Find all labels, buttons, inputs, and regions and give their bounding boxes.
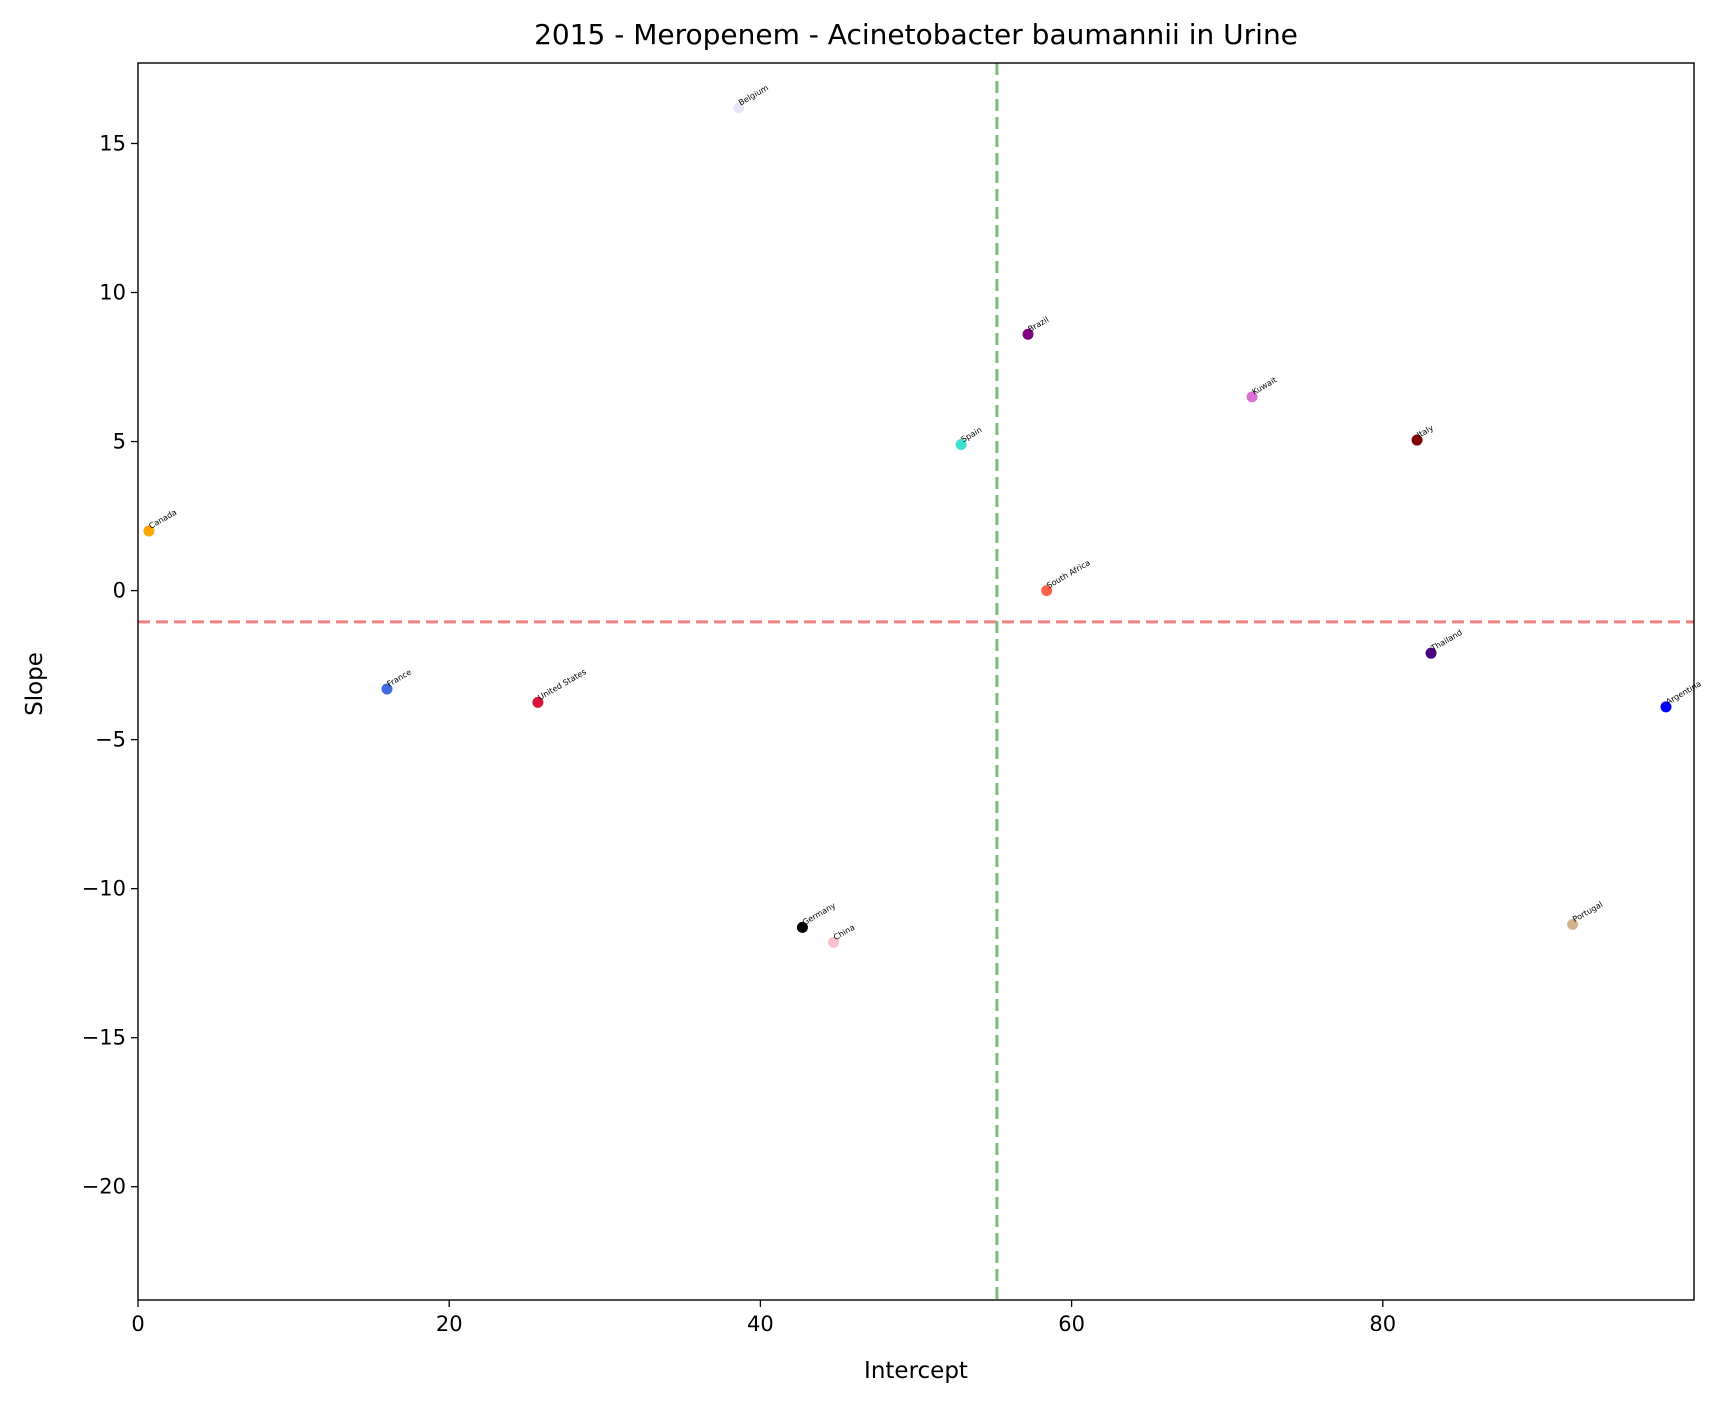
data-point — [1567, 918, 1579, 930]
y-tick-label: −20 — [82, 1175, 126, 1199]
y-tick-label: 10 — [99, 281, 126, 305]
y-tick-label: −10 — [82, 877, 126, 901]
data-point — [828, 936, 840, 948]
data-point — [1041, 585, 1053, 597]
data-point — [733, 102, 745, 114]
y-tick-label: 5 — [113, 430, 126, 454]
chart-title: 2015 - Meropenem - Acinetobacter baumann… — [534, 18, 1298, 51]
data-point — [1660, 701, 1672, 713]
x-axis-ticks: 0 20 40 60 80 — [131, 1300, 1396, 1336]
data-point — [796, 921, 808, 933]
y-tick-label: −15 — [82, 1026, 126, 1050]
x-tick-label: 60 — [1058, 1312, 1085, 1336]
reference-lines — [138, 63, 1694, 1300]
data-point — [1425, 647, 1437, 659]
y-tick-label: −5 — [95, 728, 126, 752]
x-tick-label: 40 — [747, 1312, 774, 1336]
y-tick-label: 15 — [99, 131, 126, 155]
data-point — [143, 525, 155, 537]
data-points — [143, 102, 1672, 948]
x-axis-label: Intercept — [864, 1358, 968, 1384]
data-point — [381, 683, 393, 695]
data-point — [1411, 434, 1423, 446]
data-point — [532, 696, 544, 708]
y-tick-label: 0 — [113, 579, 126, 603]
y-axis-ticks: 15 10 5 0 −5 −10 −15 −20 — [82, 131, 138, 1199]
x-tick-label: 0 — [131, 1312, 144, 1336]
plot-frame — [137, 62, 1695, 1301]
data-point — [1246, 391, 1258, 403]
x-tick-label: 20 — [436, 1312, 463, 1336]
data-point — [1022, 328, 1034, 340]
y-axis-label: Slope — [22, 652, 48, 716]
data-point — [955, 439, 967, 451]
x-tick-label: 80 — [1369, 1312, 1396, 1336]
